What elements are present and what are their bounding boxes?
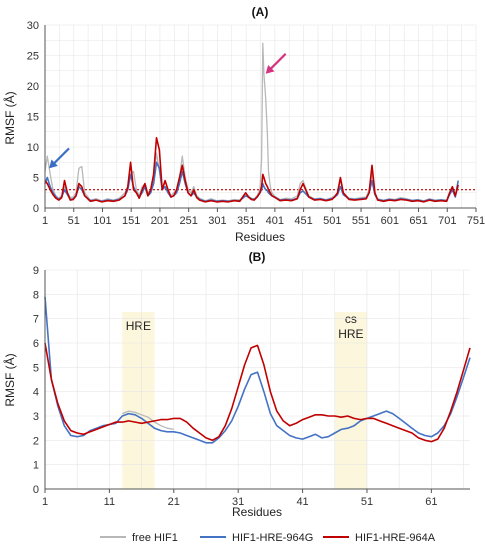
- x-tick-label: 101: [93, 215, 111, 227]
- x-tick-label: 1: [42, 215, 48, 227]
- x-tick-label: 61: [425, 496, 437, 508]
- arrow-head-blue: [49, 159, 58, 169]
- series-line-g964: [44, 161, 459, 203]
- panel-b-series: [44, 296, 471, 444]
- y-tick-label: 5: [33, 173, 39, 185]
- arrow-shaft-blue: [52, 147, 70, 166]
- x-tick-label: 301: [208, 215, 226, 227]
- x-tick-label: 1: [42, 496, 48, 508]
- y-tick-label: 30: [27, 20, 39, 32]
- panel-b-grid: [44, 269, 470, 490]
- y-tick-label: 4: [33, 387, 39, 399]
- x-tick-label: 51: [68, 215, 80, 227]
- x-tick-label: 201: [151, 215, 169, 227]
- x-tick-label: 41: [296, 496, 308, 508]
- panel-b-x-label: Residues: [232, 505, 282, 519]
- y-tick-label: 2: [33, 435, 39, 447]
- y-tick-label: 10: [27, 142, 39, 154]
- x-tick-label: 601: [381, 215, 399, 227]
- y-tick-label: 5: [33, 362, 39, 374]
- panel-a-x-label: Residues: [235, 230, 285, 244]
- x-tick-label: 51: [361, 496, 373, 508]
- series-line-g964: [44, 296, 471, 444]
- y-tick-label: 25: [27, 51, 39, 63]
- legend-label-g964: HIF1-HRE-964G: [232, 532, 313, 544]
- legend-label-a964: HIF1-HRE-964A: [355, 532, 436, 544]
- panel-a-ticks: 1 51 101 151 201 251 301 351 401 451 501 551 601 651 7…: [27, 20, 485, 227]
- region-highlight: [334, 312, 367, 489]
- panel-b-title: (B): [249, 250, 266, 264]
- panel-a-arrows: [49, 53, 287, 169]
- y-tick-label: 6: [33, 338, 39, 350]
- x-tick-label: 401: [266, 215, 284, 227]
- y-tick-label: 3: [33, 411, 39, 423]
- series-line-free: [122, 410, 174, 431]
- panel-a-title: (A): [252, 5, 269, 19]
- region-highlight: [122, 312, 155, 489]
- x-tick-label: 651: [409, 215, 427, 227]
- panel-a-grid: [44, 24, 477, 209]
- y-tick-label: 7: [33, 314, 39, 326]
- x-tick-label: 451: [294, 215, 312, 227]
- series-line-free: [44, 42, 459, 202]
- x-tick-label: 751: [467, 215, 485, 227]
- panel-a-series: [44, 42, 459, 203]
- x-tick-label: 151: [122, 215, 140, 227]
- x-tick-label: 351: [237, 215, 255, 227]
- series-line-a964: [44, 342, 471, 443]
- x-tick-label: 501: [323, 215, 341, 227]
- y-tick-label: 15: [27, 112, 39, 124]
- x-tick-label: 701: [438, 215, 456, 227]
- x-tick-label: 31: [232, 496, 244, 508]
- y-tick-label: 9: [33, 265, 39, 277]
- legend: free HIF1 HIF1-HRE-964G HIF1-HRE-964A: [100, 532, 436, 544]
- x-tick-label: 11: [104, 496, 115, 508]
- series-line-a964: [44, 137, 459, 203]
- y-tick-label: 0: [33, 203, 39, 215]
- y-tick-label: 1: [33, 460, 39, 472]
- y-tick-label: 8: [33, 289, 39, 301]
- panel-b-regions: HRE cs HRE: [122, 312, 367, 489]
- y-tick-label: 20: [27, 81, 39, 93]
- legend-label-free: free HIF1: [132, 532, 178, 544]
- x-tick-label: 251: [179, 215, 197, 227]
- arrow-shaft-pink: [268, 53, 287, 71]
- y-tick-label: 0: [33, 484, 39, 496]
- region-label: cs HRE: [338, 312, 363, 341]
- panel-a: (A) 1 51 101 151 201 251 301 351 401 451 501 551 601…: [2, 5, 485, 244]
- x-tick-label: 21: [168, 496, 180, 508]
- panel-b-y-label: RMSF (Å): [2, 353, 17, 406]
- region-label: HRE: [126, 319, 151, 333]
- arrow-head-pink: [265, 64, 275, 74]
- x-tick-label: 551: [352, 215, 370, 227]
- panel-a-y-label: RMSF (Å): [2, 91, 17, 144]
